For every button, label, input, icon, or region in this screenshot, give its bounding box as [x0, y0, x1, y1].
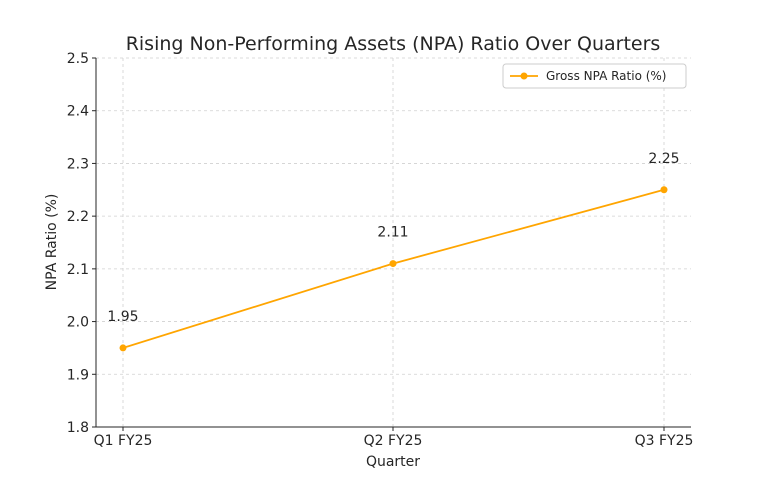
data-label: 1.95 — [107, 309, 138, 325]
grid — [96, 57, 691, 428]
series — [119, 186, 668, 352]
data-label: 2.11 — [377, 225, 408, 241]
y-tick-label: 2.0 — [67, 315, 89, 331]
y-tick-label: 1.8 — [67, 420, 89, 436]
chart-title: Rising Non-Performing Assets (NPA) Ratio… — [126, 33, 661, 55]
y-tick-label: 2.4 — [67, 104, 89, 120]
x-axis-label: Quarter — [366, 454, 420, 470]
data-point — [119, 344, 127, 352]
x-ticks: Q1 FY25 Q2 FY25 Q3 FY25 — [94, 427, 694, 449]
axes — [95, 58, 691, 428]
data-label: 2.25 — [648, 151, 679, 167]
x-tick-label: Q2 FY25 — [364, 433, 423, 449]
legend-marker-swatch — [520, 72, 528, 80]
y-tick-label: 2.3 — [67, 156, 89, 172]
legend-entry-label: Gross NPA Ratio (%) — [546, 69, 667, 83]
legend: Gross NPA Ratio (%) — [502, 63, 687, 89]
y-tick-label: 2.5 — [67, 51, 89, 67]
x-tick-label: Q1 FY25 — [94, 433, 153, 449]
data-labels: 1.95 2.11 2.25 — [107, 151, 679, 325]
data-point — [389, 260, 397, 268]
x-tick-label: Q3 FY25 — [635, 433, 694, 449]
legend-box — [502, 63, 687, 89]
y-tick-label: 2.2 — [67, 209, 89, 225]
y-ticks: 1.8 1.9 2.0 2.1 2.2 2.3 2.4 2.5 — [67, 51, 96, 436]
y-tick-label: 1.9 — [67, 367, 89, 383]
y-axis-label: NPA Ratio (%) — [44, 194, 60, 291]
y-tick-label: 2.1 — [67, 262, 89, 278]
data-point — [660, 186, 668, 194]
